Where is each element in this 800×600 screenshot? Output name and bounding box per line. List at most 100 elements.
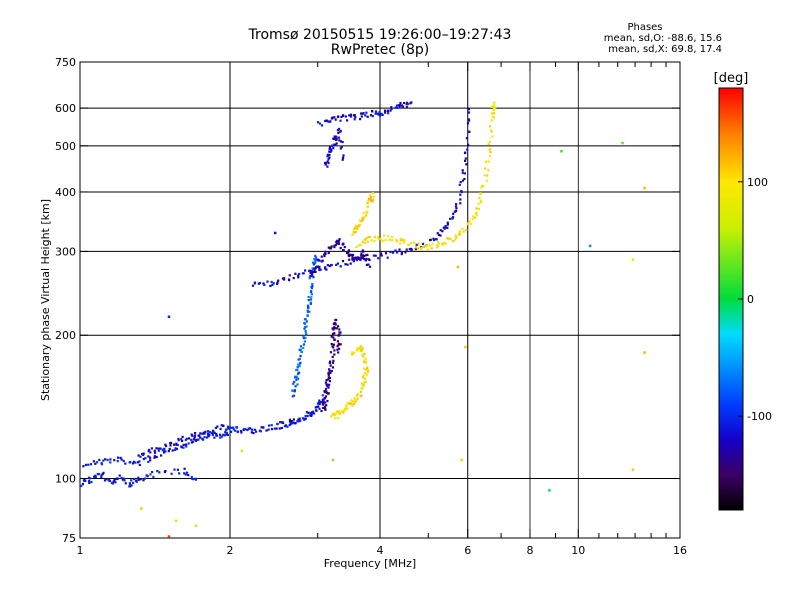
trace-5-point bbox=[436, 232, 439, 235]
trace-1-point bbox=[208, 433, 211, 436]
trace-2-point bbox=[151, 471, 154, 474]
trace-6-point bbox=[394, 106, 397, 109]
trace-8-point bbox=[324, 250, 327, 253]
trace-9-point bbox=[361, 387, 364, 390]
trace-10-point bbox=[370, 239, 373, 242]
trace-2-point bbox=[185, 471, 189, 474]
trace-4-point bbox=[328, 376, 332, 380]
trace-11-point bbox=[362, 216, 365, 219]
trace-2-point bbox=[80, 484, 83, 488]
trace-1-point bbox=[201, 432, 204, 435]
trace-10-point bbox=[462, 230, 465, 233]
trace-7-point bbox=[339, 147, 342, 150]
trace-6-point bbox=[378, 111, 381, 114]
trace-7-point bbox=[326, 153, 329, 156]
trace-2-point bbox=[93, 475, 96, 478]
trace-10-point bbox=[415, 246, 418, 249]
trace-1-point bbox=[180, 438, 183, 441]
trace-0-point bbox=[314, 409, 318, 412]
trace-5-point bbox=[325, 268, 328, 271]
trace-1-point bbox=[225, 431, 228, 434]
scatter-point bbox=[460, 458, 463, 462]
trace-5-point bbox=[318, 268, 321, 272]
trace-10-point bbox=[493, 103, 496, 106]
trace-1-point bbox=[153, 451, 157, 454]
trace-2-point bbox=[114, 481, 117, 484]
trace-10-point bbox=[477, 202, 480, 205]
trace-0-point bbox=[305, 411, 308, 414]
trace-0-point bbox=[232, 426, 235, 429]
trace-3-point bbox=[294, 385, 297, 388]
trace-4-point bbox=[326, 385, 329, 388]
trace-0-point bbox=[89, 463, 93, 466]
trace-0-point bbox=[290, 420, 293, 423]
trace-0-point bbox=[157, 449, 160, 452]
trace-9-point bbox=[365, 368, 368, 371]
trace-3-point bbox=[304, 336, 307, 339]
trace-9-point bbox=[360, 387, 363, 390]
trace-0-point bbox=[324, 381, 328, 384]
trace-10-point bbox=[454, 238, 457, 241]
trace-2-point bbox=[132, 477, 135, 481]
trace-7-point bbox=[329, 148, 332, 151]
trace-10-point bbox=[475, 211, 478, 214]
trace-2-point bbox=[139, 478, 142, 481]
trace-1-point bbox=[181, 439, 184, 443]
trace-8-point bbox=[364, 259, 367, 262]
trace-10-point bbox=[471, 218, 474, 221]
trace-6-point bbox=[362, 112, 365, 115]
trace-9-point bbox=[342, 409, 345, 413]
trace-7-point bbox=[335, 138, 338, 141]
trace-0-point bbox=[173, 448, 177, 451]
trace-0-point bbox=[149, 456, 152, 459]
trace-5-point bbox=[466, 148, 469, 151]
trace-7-point bbox=[329, 150, 332, 153]
trace-2-point bbox=[88, 481, 91, 484]
trace-2-point bbox=[143, 477, 146, 480]
trace-3-point bbox=[302, 335, 305, 338]
trace-5-point bbox=[380, 254, 383, 257]
trace-3-point bbox=[308, 277, 311, 280]
trace-6-point bbox=[348, 114, 351, 117]
trace-0-point bbox=[207, 430, 210, 433]
trace-6-point bbox=[399, 101, 402, 105]
trace-9-point bbox=[363, 367, 366, 370]
trace-7-point bbox=[328, 153, 331, 157]
trace-9-point bbox=[349, 402, 352, 405]
trace-6-point bbox=[350, 113, 353, 116]
trace-5-point bbox=[348, 258, 351, 261]
scatter-point bbox=[643, 186, 646, 190]
trace-10-point bbox=[366, 240, 369, 244]
trace-6-point bbox=[346, 119, 349, 122]
trace-6-point bbox=[390, 107, 393, 110]
trace-0-point bbox=[197, 438, 200, 441]
trace-2-point bbox=[183, 472, 186, 475]
trace-8-point bbox=[351, 257, 354, 260]
trace-7-point bbox=[342, 156, 345, 159]
trace-4-point bbox=[339, 343, 342, 346]
trace-5-point bbox=[328, 265, 331, 268]
trace-8-point bbox=[350, 253, 353, 256]
trace-0-point bbox=[275, 427, 278, 430]
trace-2-point bbox=[96, 473, 99, 476]
trace-5-point bbox=[463, 172, 466, 175]
trace-3-point bbox=[291, 389, 294, 392]
trace-3-point bbox=[300, 350, 304, 354]
trace-10-point bbox=[442, 242, 445, 245]
trace-6-point bbox=[410, 101, 413, 104]
trace-8-point bbox=[333, 244, 336, 247]
trace-0-point bbox=[153, 455, 156, 458]
trace-0-point bbox=[252, 432, 255, 435]
scatter-point bbox=[631, 258, 635, 261]
trace-3-point bbox=[305, 320, 308, 323]
trace-5-point bbox=[455, 203, 458, 206]
trace-10-point bbox=[491, 115, 495, 118]
trace-3-point bbox=[304, 331, 308, 335]
trace-6-point bbox=[336, 115, 340, 119]
trace-10-point bbox=[479, 201, 482, 204]
x-tick-label: 4 bbox=[377, 544, 384, 557]
trace-1-point bbox=[219, 433, 222, 436]
trace-3-point bbox=[313, 258, 316, 261]
trace-5-point bbox=[386, 256, 389, 259]
trace-0-point bbox=[239, 430, 243, 433]
